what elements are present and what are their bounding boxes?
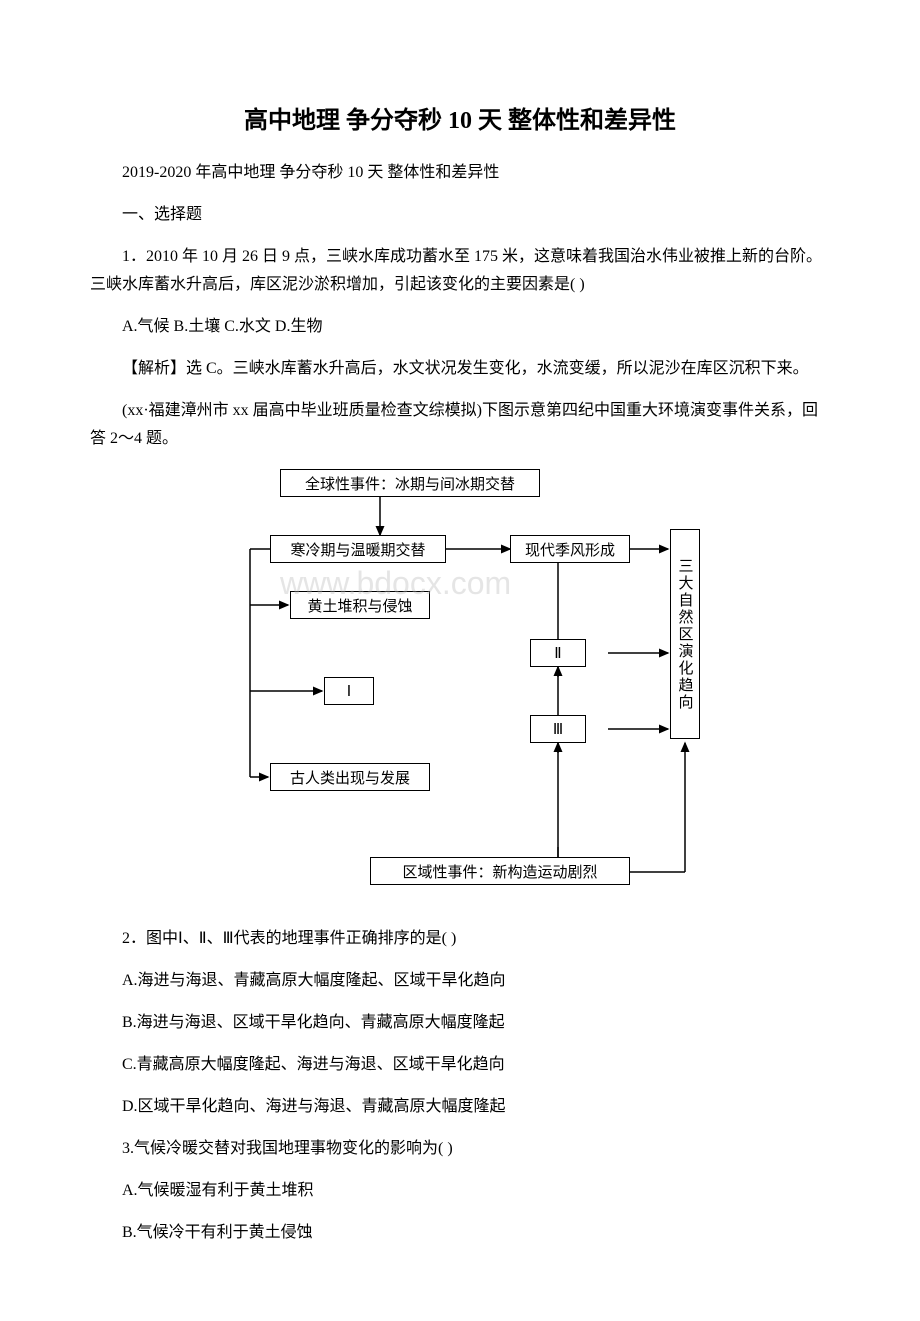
diagram-right-vertical: 三大自然区演化趋向 — [670, 529, 700, 739]
diagram-row1-left: 寒冷期与温暖期交替 — [270, 535, 446, 563]
question-3-option-a: A.气候暖湿有利于黄土堆积 — [90, 1177, 830, 1205]
question-2-option-a: A.海进与海退、青藏高原大幅度隆起、区域干旱化趋向 — [90, 967, 830, 995]
diagram-row4-left: 古人类出现与发展 — [270, 763, 430, 791]
section-heading: 一、选择题 — [90, 201, 830, 229]
question-2-intro: (xx·福建漳州市 xx 届高中毕业班质量检查文综模拟)下图示意第四纪中国重大环… — [90, 397, 830, 453]
diagram-row1-right: 现代季风形成 — [510, 535, 630, 563]
question-2-option-b: B.海进与海退、区域干旱化趋向、青藏高原大幅度隆起 — [90, 1009, 830, 1037]
question-2-option-d: D.区域干旱化趋向、海进与海退、青藏高原大幅度隆起 — [90, 1093, 830, 1121]
diagram-row2-left: 黄土堆积与侵蚀 — [290, 591, 430, 619]
diagram-row2-right: Ⅱ — [530, 639, 586, 667]
page-title: 高中地理 争分夺秒 10 天 整体性和差异性 — [90, 100, 830, 135]
diagram-bottom-box: 区域性事件：新构造运动剧烈 — [370, 857, 630, 885]
question-3-option-b: B.气候冷干有利于黄土侵蚀 — [90, 1219, 830, 1247]
question-2-option-c: C.青藏高原大幅度隆起、海进与海退、区域干旱化趋向 — [90, 1051, 830, 1079]
diagram-connectors — [210, 467, 710, 907]
flowchart-diagram: 全球性事件：冰期与间冰期交替 寒冷期与温暖期交替 现代季风形成 黄土堆积与侵蚀 … — [90, 467, 830, 907]
question-2: 2．图中Ⅰ、Ⅱ、Ⅲ代表的地理事件正确排序的是( ) — [90, 925, 830, 953]
subtitle-line: 2019-2020 年高中地理 争分夺秒 10 天 整体性和差异性 — [90, 159, 830, 187]
question-3: 3.气候冷暖交替对我国地理事物变化的影响为( ) — [90, 1135, 830, 1163]
diagram-row3-left: Ⅰ — [324, 677, 374, 705]
question-1-options: A.气候 B.土壤 C.水文 D.生物 — [90, 313, 830, 341]
question-1: 1．2010 年 10 月 26 日 9 点，三峡水库成功蓄水至 175 米，这… — [90, 243, 830, 299]
diagram-row3-right: Ⅲ — [530, 715, 586, 743]
diagram-top-box: 全球性事件：冰期与间冰期交替 — [280, 469, 540, 497]
question-1-analysis: 【解析】选 C。三峡水库蓄水升高后，水文状况发生变化，水流变缓，所以泥沙在库区沉… — [90, 355, 830, 383]
